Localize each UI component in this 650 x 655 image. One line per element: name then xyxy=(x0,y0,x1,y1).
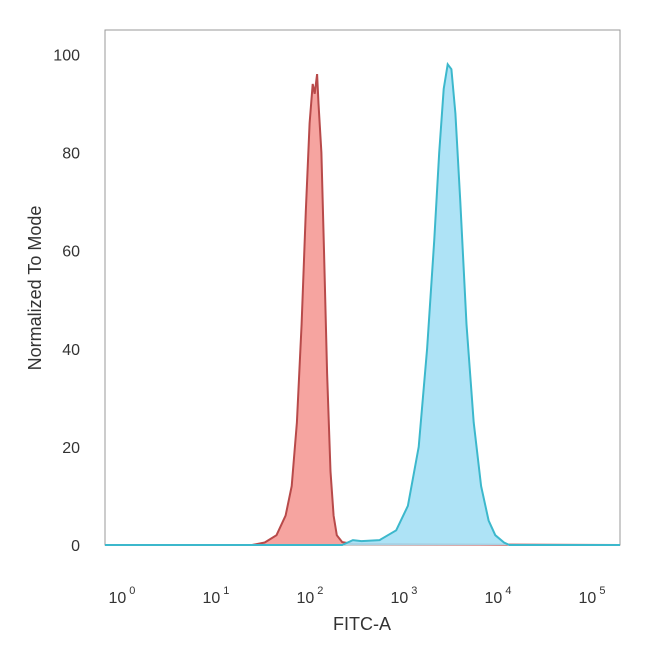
y-tick-label: 60 xyxy=(62,244,80,261)
x-tick-label: 10 4 xyxy=(485,585,512,607)
x-tick-label: 10 0 xyxy=(108,585,135,607)
series-2-line xyxy=(105,61,620,546)
y-axis-title: Normalized To Mode xyxy=(25,206,45,371)
y-tick-label: 0 xyxy=(71,538,80,555)
x-tick-label: 10 1 xyxy=(202,585,229,607)
y-tick-label: 40 xyxy=(62,342,80,359)
y-tick-label: 20 xyxy=(62,440,80,457)
y-tick-label: 100 xyxy=(53,48,80,65)
x-tick-label: 10 5 xyxy=(579,585,606,607)
series-1-line xyxy=(105,73,621,546)
y-axis-ticks: 0 20 40 60 80 100 xyxy=(53,48,80,556)
y-tick-label: 80 xyxy=(62,146,80,163)
series-layer xyxy=(105,61,621,546)
x-tick-label: 10 2 xyxy=(296,585,323,607)
x-tick-label: 10 3 xyxy=(390,585,417,607)
x-axis-title: FITC-A xyxy=(333,614,391,634)
x-axis-ticks: 10 0 10 1 10 2 10 3 10 4 10 5 xyxy=(108,585,605,607)
plot-frame xyxy=(104,29,621,546)
